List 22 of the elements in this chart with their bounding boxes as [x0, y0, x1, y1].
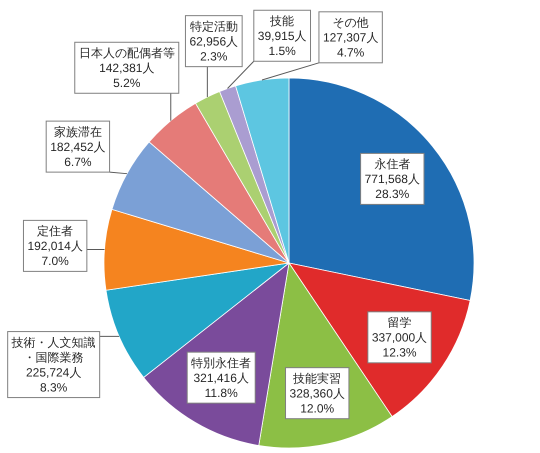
slice-label: 日本人の配偶者等	[78, 46, 175, 60]
slice-label: 技能	[269, 14, 294, 28]
slice-label: 留学	[388, 316, 412, 330]
data-label: 337,000人 12.3%	[372, 330, 428, 360]
data-label: 182,452人 6.7%	[50, 140, 106, 169]
data-label: 142,381人 5.2%	[99, 60, 154, 90]
data-label: 328,360人 12.0%	[290, 386, 345, 416]
slice-label: 永住者	[374, 157, 410, 172]
data-label: 39,915人 1.5%	[258, 28, 307, 58]
data-label: 192,014人 7.0%	[27, 239, 83, 268]
slice-label: 特定活動	[190, 19, 238, 34]
slice-label: 家族滞在	[54, 124, 102, 139]
data-label: 771,568人 28.3%	[364, 172, 420, 202]
slice-label: 特別永住者	[191, 356, 252, 370]
data-label: 62,956人 2.3%	[189, 34, 238, 64]
slice-label: 定住者	[37, 224, 74, 238]
slice-label: 技術・人文知識・国際業務	[10, 335, 96, 364]
slice-label: 技能実習	[292, 371, 342, 386]
data-label: 225,724人 8.3%	[26, 365, 82, 394]
slice-label: その他	[332, 16, 369, 30]
data-label: 321,416人 11.8%	[194, 370, 249, 400]
data-label: 127,307人 4.7%	[322, 30, 378, 60]
